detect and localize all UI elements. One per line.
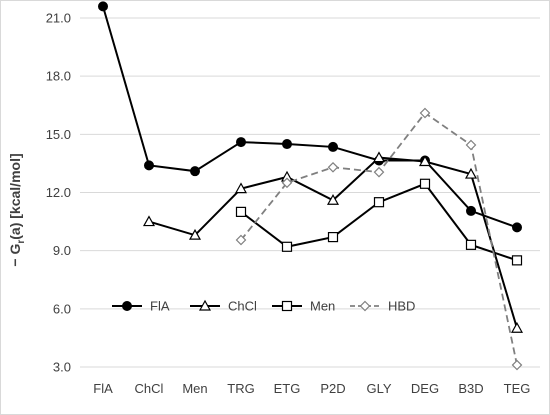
x-tick-label: ChCl [135, 381, 164, 396]
y-tick-label: 15.0 [46, 127, 71, 142]
y-tick-label: 3.0 [53, 360, 71, 375]
data-point-hbd [419, 107, 431, 119]
legend-label-men: Men [310, 299, 335, 314]
legend-marker-chcl [198, 299, 212, 311]
series-layer [98, 1, 524, 371]
x-tick-label: Men [182, 381, 207, 396]
data-point-fla [98, 1, 108, 12]
data-point-hbd [465, 139, 477, 151]
x-tick-label: GLY [366, 381, 391, 396]
data-point-hbd [235, 234, 247, 246]
x-tick-label: TEG [504, 381, 531, 396]
data-point-fla [466, 205, 476, 216]
data-point-men [373, 197, 385, 208]
data-point-fla [236, 137, 246, 148]
y-axis-label: − Gr(a) [kcal/mol] [7, 153, 27, 266]
data-point-chcl [418, 155, 432, 167]
data-point-fla [282, 139, 292, 150]
grid-lines [80, 17, 540, 368]
data-point-men [235, 206, 247, 217]
data-point-chcl [326, 194, 340, 205]
x-tick-label: FlA [93, 381, 113, 396]
data-point-hbd [327, 161, 339, 173]
x-tick-label: DEG [411, 381, 439, 396]
y-tick-label: 9.0 [53, 243, 71, 258]
data-point-men [281, 241, 293, 252]
data-point-chcl [234, 182, 248, 194]
data-point-chcl [188, 228, 202, 240]
series-line-hbd [240, 111, 518, 366]
data-point-chcl [142, 215, 156, 227]
data-point-chcl [510, 321, 524, 333]
data-point-hbd [511, 359, 523, 371]
data-point-men [511, 255, 523, 266]
series-line-fla [102, 6, 518, 229]
y-axis-label-subscript: r [16, 240, 27, 244]
data-point-fla [190, 166, 200, 177]
data-point-chcl [464, 167, 478, 179]
legend-marker-hbd [359, 300, 371, 312]
legend-label-chcl: ChCl [228, 299, 257, 314]
legend-label-fla: FlA [150, 299, 170, 314]
legend-marker-fla [122, 301, 132, 311]
x-tick-label: P2D [320, 381, 345, 396]
data-point-men [419, 178, 431, 189]
data-point-men [327, 231, 339, 243]
data-point-men [465, 239, 477, 250]
data-point-hbd [373, 166, 385, 178]
y-tick-label: 12.0 [46, 185, 71, 200]
x-tick-label: B3D [458, 381, 483, 396]
legend: FlA ChCl Men HBD [112, 299, 415, 314]
legend-marker-men [281, 300, 293, 312]
y-tick-label: 6.0 [53, 301, 71, 316]
y-tick-label: 18.0 [46, 69, 71, 84]
data-point-fla [328, 141, 338, 152]
data-point-fla [512, 222, 522, 233]
legend-label-hbd: HBD [388, 299, 415, 314]
axis-labels: 3.0 6.0 9.0 12.0 15.0 18.0 21.0 FlA ChCl Men TRG ET… [46, 11, 531, 397]
data-point-fla [144, 160, 154, 171]
y-tick-label: 21.0 [46, 11, 71, 26]
data-point-hbd [281, 177, 293, 189]
data-point-chcl [372, 151, 386, 163]
x-tick-label: TRG [227, 381, 254, 396]
x-tick-label: ETG [274, 381, 301, 396]
